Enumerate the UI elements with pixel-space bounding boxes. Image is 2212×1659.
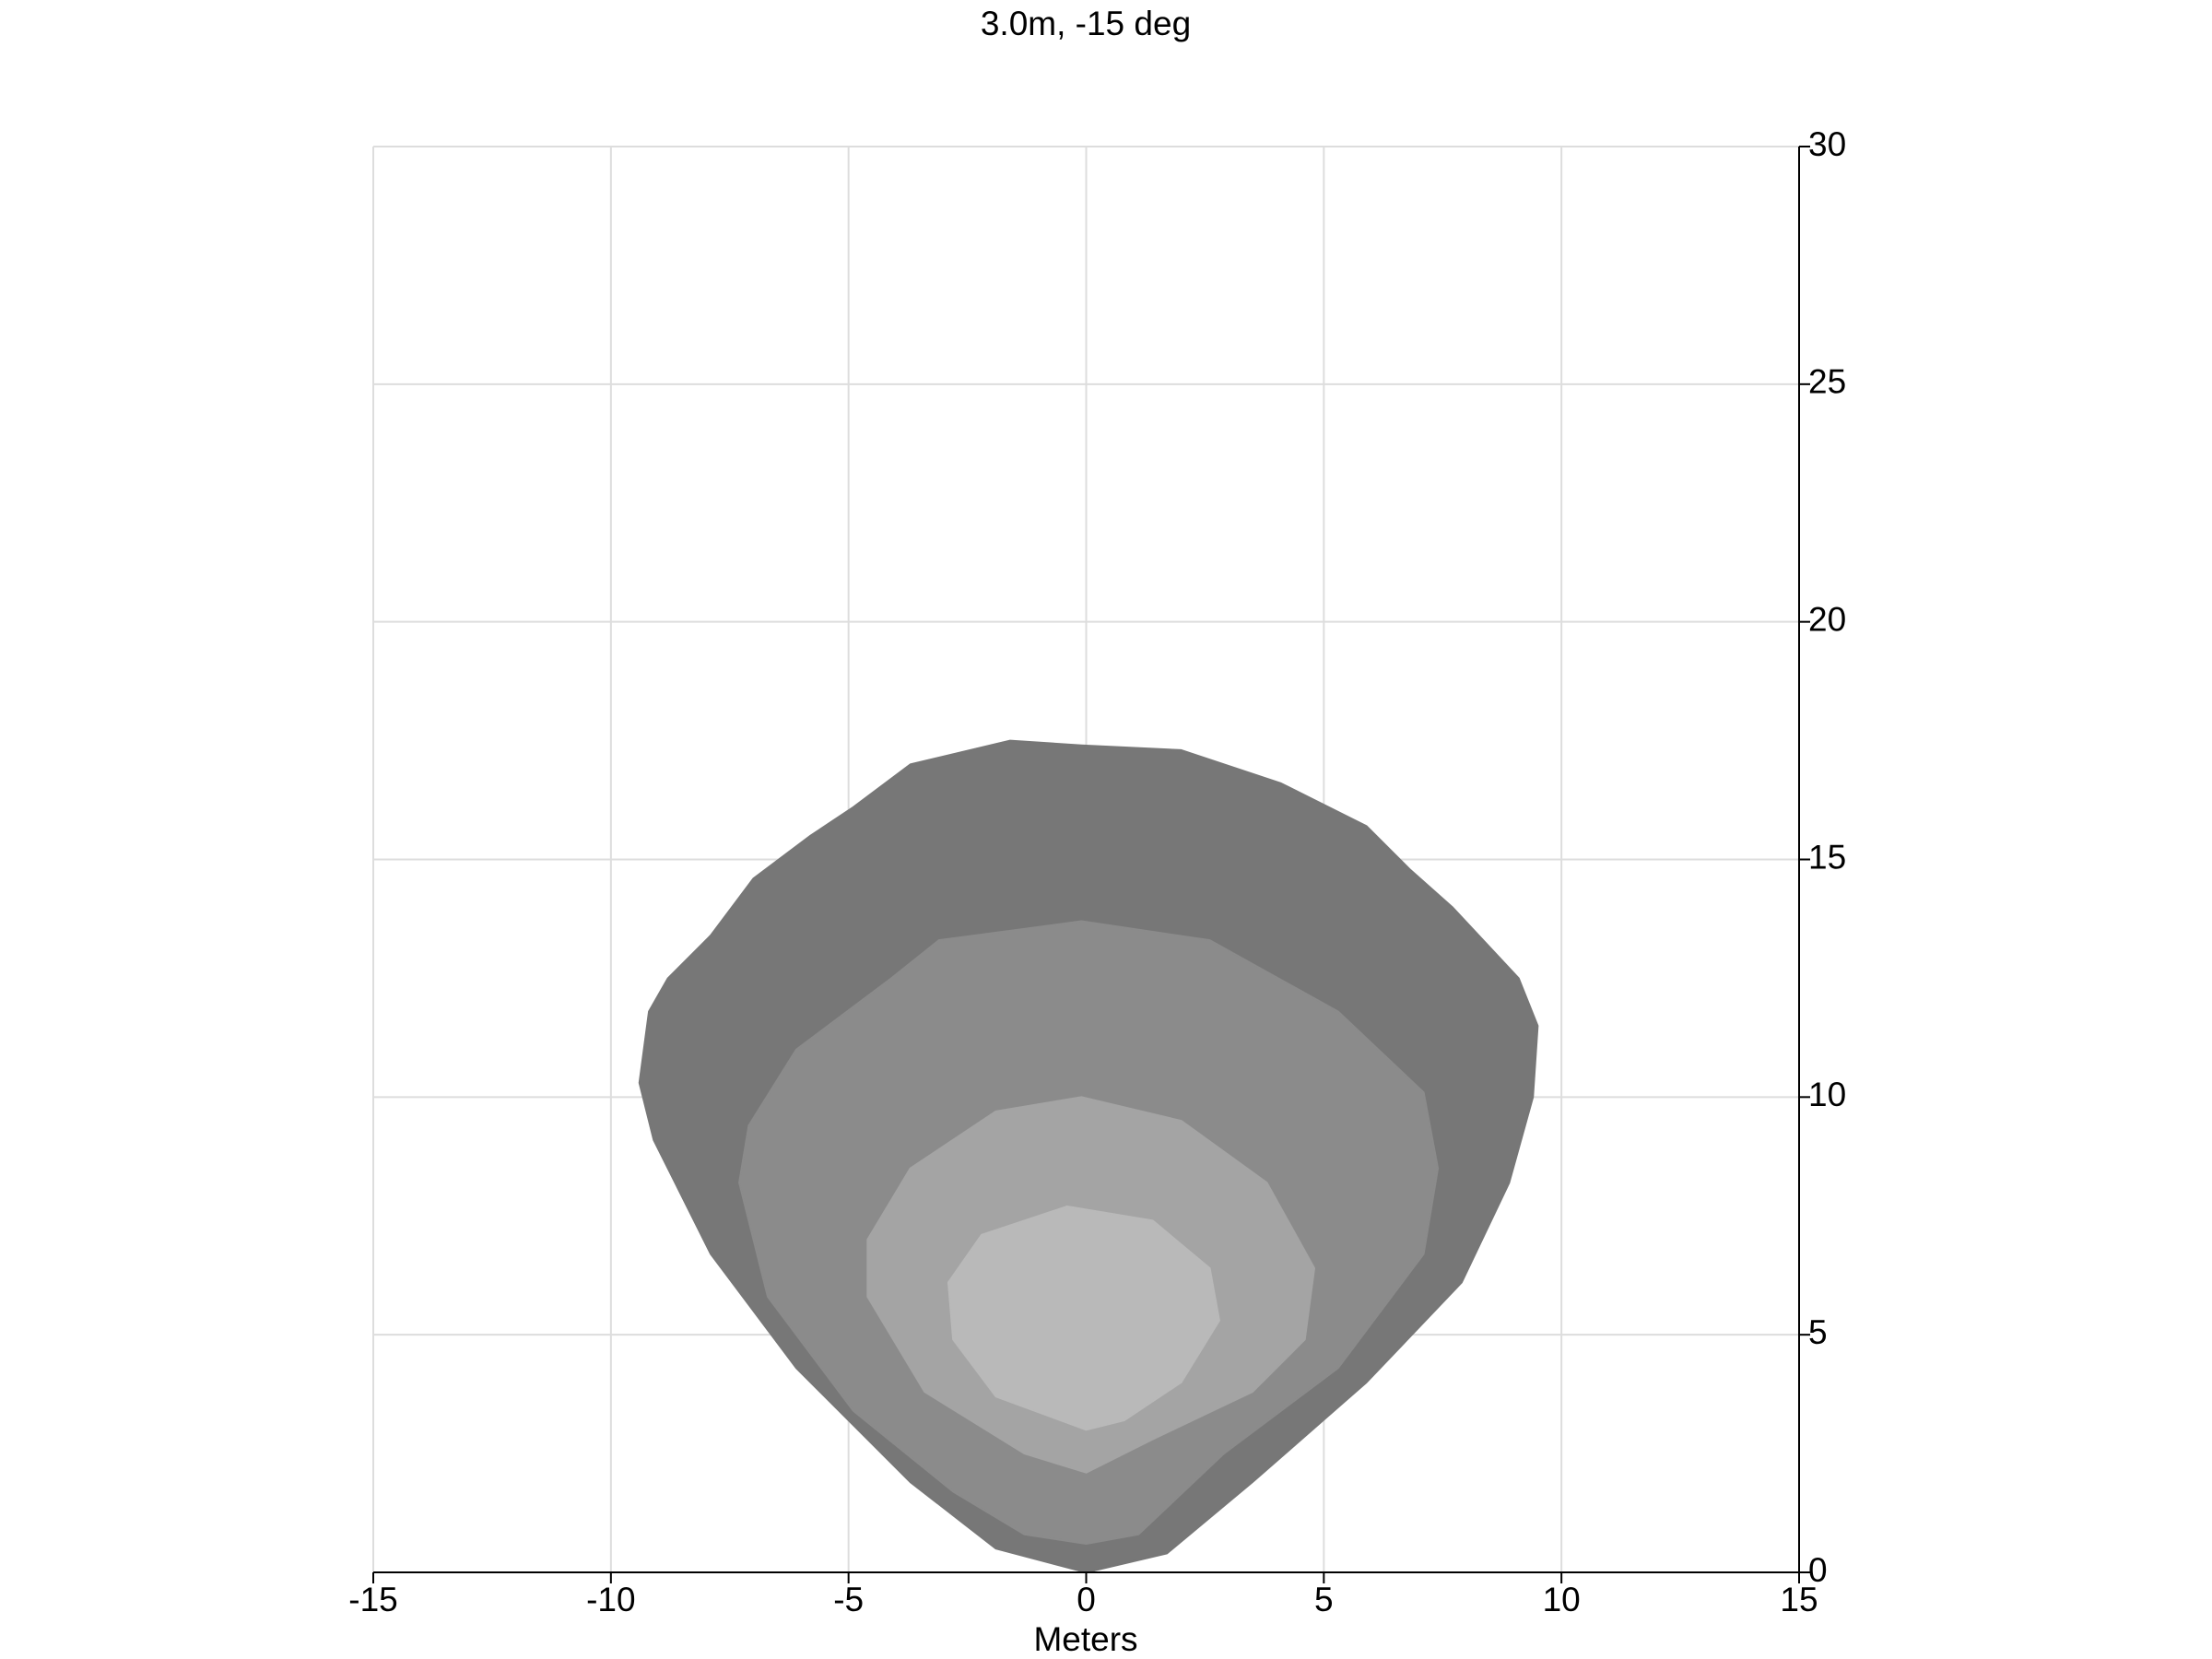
x-tick-label: -5 [833, 1581, 864, 1618]
y-tick-label: 0 [1808, 1551, 1828, 1589]
x-tick-label: 0 [1077, 1581, 1096, 1618]
y-tick-label: 10 [1808, 1076, 1846, 1113]
y-tick-label: 20 [1808, 600, 1846, 638]
y-tick-label: 25 [1808, 363, 1846, 401]
y-tick-label: 30 [1808, 125, 1846, 163]
y-tick-label: 15 [1808, 838, 1846, 876]
chart-title: 3.0m, -15 deg [981, 5, 1191, 42]
x-axis-label: Meters [1033, 1620, 1137, 1658]
x-tick-label: -15 [348, 1581, 397, 1618]
x-tick-label: 5 [1314, 1581, 1334, 1618]
x-tick-label: 10 [1543, 1581, 1581, 1618]
y-tick-label: 5 [1808, 1313, 1828, 1351]
x-tick-label: 15 [1780, 1581, 1818, 1618]
contour-region [947, 1205, 1220, 1431]
x-tick-label: -10 [586, 1581, 635, 1618]
